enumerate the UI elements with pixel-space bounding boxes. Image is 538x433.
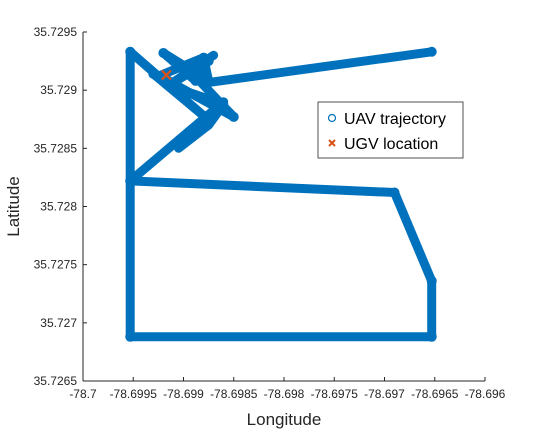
y-tick-label: 35.728 (40, 200, 77, 214)
y-tick-label: 35.727 (40, 316, 77, 330)
ugv-location-series (161, 69, 172, 81)
uav-trajectory-points (125, 46, 437, 342)
uav-trajectory-point (218, 101, 229, 112)
x-tick-label: -78.6985 (210, 387, 258, 401)
x-tick-label: -78.6965 (411, 387, 459, 401)
legend-label-uav-trajectory: UAV trajectory (344, 111, 446, 128)
y-tick-label: 35.7285 (34, 141, 78, 155)
uav-trajectory-point (389, 187, 400, 198)
y-tick-label: 35.729 (40, 83, 77, 97)
y-tick-label: 35.7295 (34, 25, 78, 39)
legend-marker-ugv-location (328, 139, 336, 147)
plot-area (125, 46, 437, 342)
legend: UAV trajectory UGV location (317, 101, 464, 159)
uav-trajectory-point (125, 331, 136, 342)
uav-trajectory-point (198, 78, 209, 89)
uav-trajectory-point (125, 175, 136, 186)
legend-marker-uav-trajectory (327, 113, 337, 123)
x-axis-ticks: -78.7 -78.6995 -78.699 -78.6985 -78.698 -78.6… (69, 377, 506, 401)
ugv-location-marker (161, 69, 172, 81)
uav-trajectory-point (426, 275, 437, 286)
x-tick-label: -78.7 (69, 387, 97, 401)
uav-trajectory-point (198, 110, 209, 121)
uav-trajectory-point (125, 46, 136, 57)
uav-trajectory-point (153, 71, 164, 82)
x-tick-label: -78.699 (163, 387, 204, 401)
uav-trajectory-point (426, 46, 437, 57)
uav-trajectory-series (125, 47, 437, 342)
legend-label-ugv-location: UGV location (344, 136, 438, 153)
x-tick-label: -78.6975 (311, 387, 359, 401)
y-tick-label: 35.7275 (34, 258, 78, 272)
x-tick-label: -78.696 (465, 387, 506, 401)
y-axis-ticks: 35.7265 35.727 35.7275 35.728 35.7285 35.729 3… (34, 25, 87, 388)
x-tick-label: -78.698 (264, 387, 305, 401)
x-tick-label: -78.6995 (110, 387, 158, 401)
x-tick-label: -78.697 (364, 387, 405, 401)
uav-trajectory-point (158, 47, 169, 58)
x-axis-title: Longitude (247, 410, 322, 429)
uav-trajectory-line (125, 47, 437, 342)
uav-trajectory-point (228, 111, 239, 122)
uav-trajectory-point (426, 331, 437, 342)
uav-trajectory-point (203, 56, 214, 67)
y-tick-label: 35.7265 (34, 374, 78, 388)
y-axis-title: Latitude (4, 176, 23, 237)
legend-box (317, 101, 464, 159)
